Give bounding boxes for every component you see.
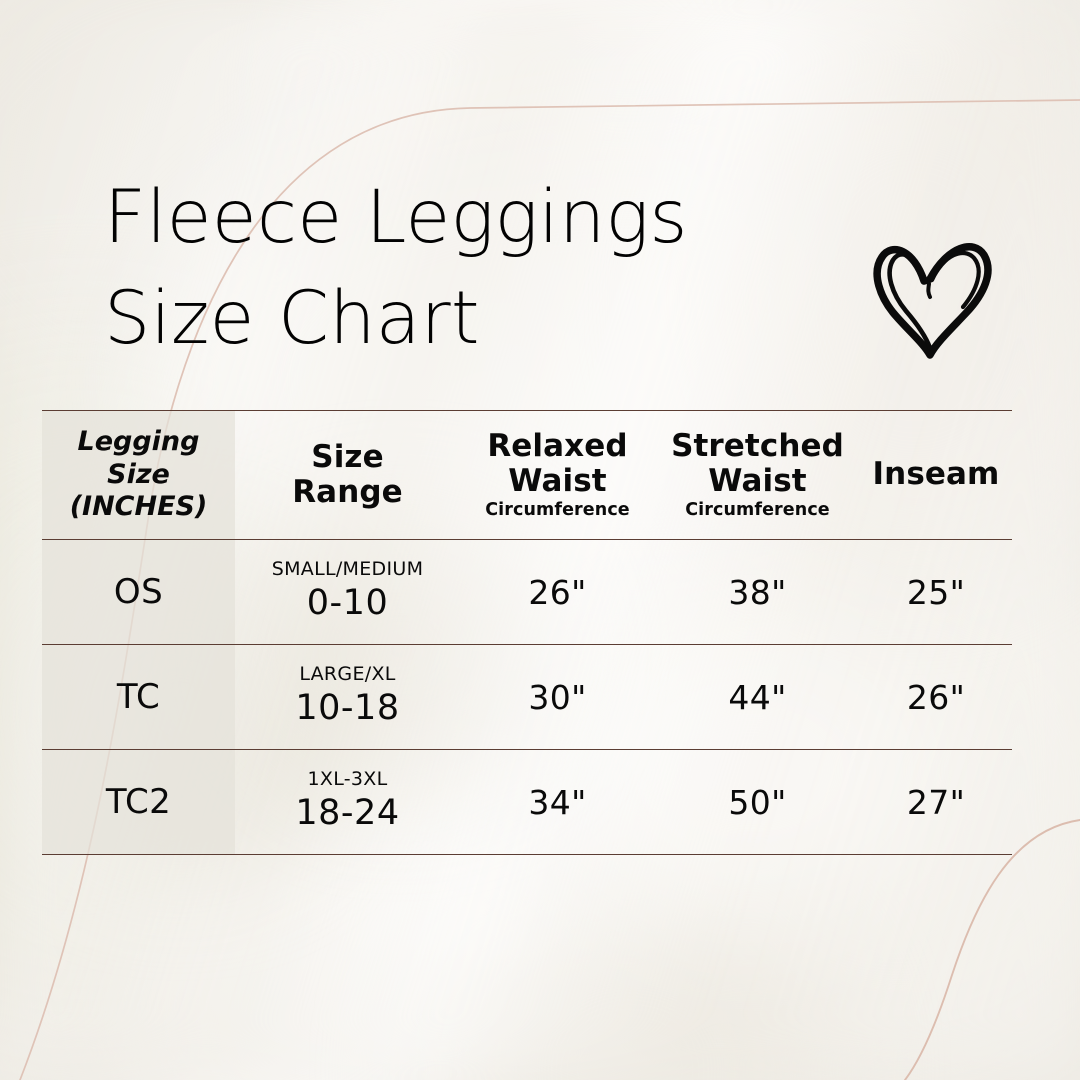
cell-size-range-label: SMALL/MEDIUM — [271, 557, 424, 580]
cell-inseam: 26" — [860, 644, 1012, 750]
cell-relaxed-waist: 34" — [460, 749, 655, 855]
cell-legging-size: TC2 — [42, 749, 235, 855]
size-chart-table: Legging Size (INCHES) Size Range Relaxed… — [42, 410, 1012, 855]
column-header-inseam-label: Inseam — [872, 456, 1000, 493]
cell-stretched-waist: 50" — [655, 749, 860, 855]
cell-size-range-value: 0-10 — [306, 582, 389, 623]
table-row: TC LARGE/XL 10-18 30" 44" 26" — [42, 644, 1012, 750]
cell-stretched-waist: 44" — [655, 644, 860, 750]
table-row: TC2 1XL-3XL 18-24 34" 50" 27" — [42, 749, 1012, 855]
column-header-size-range-label: Size Range — [292, 438, 403, 510]
column-header-legging-size-label: Legging Size (INCHES) — [69, 426, 208, 523]
cell-inseam: 27" — [860, 749, 1012, 855]
column-header-relaxed-waist-label: Relaxed Waist — [487, 427, 628, 499]
column-header-inseam: Inseam — [860, 410, 1012, 540]
column-header-stretched-waist-label: Stretched Waist — [671, 427, 844, 499]
cell-size-range-label: LARGE/XL — [299, 662, 396, 685]
column-header-relaxed-waist-sublabel: Circumference — [485, 500, 630, 521]
table-header-row: Legging Size (INCHES) Size Range Relaxed… — [42, 410, 1012, 540]
cell-relaxed-waist: 30" — [460, 644, 655, 750]
cell-size-range-label: 1XL-3XL — [307, 767, 388, 790]
cell-size-range: 1XL-3XL 18-24 — [235, 749, 460, 855]
page-title: Fleece Leggings Size Chart — [104, 175, 688, 361]
cell-inseam: 25" — [860, 539, 1012, 645]
table-row: OS SMALL/MEDIUM 0-10 26" 38" 25" — [42, 539, 1012, 645]
column-header-size-range: Size Range — [235, 410, 460, 540]
column-header-legging-size: Legging Size (INCHES) — [42, 410, 235, 540]
cell-legging-size: OS — [42, 539, 235, 645]
column-header-stretched-waist: Stretched Waist Circumference — [655, 410, 860, 540]
cell-size-range: SMALL/MEDIUM 0-10 — [235, 539, 460, 645]
heart-doodle-icon — [873, 243, 992, 359]
column-header-stretched-waist-sublabel: Circumference — [685, 500, 830, 521]
cell-legging-size: TC — [42, 644, 235, 750]
cell-size-range-value: 18-24 — [295, 792, 400, 833]
cell-size-range: LARGE/XL 10-18 — [235, 644, 460, 750]
column-header-relaxed-waist: Relaxed Waist Circumference — [460, 410, 655, 540]
cell-stretched-waist: 38" — [655, 539, 860, 645]
cell-relaxed-waist: 26" — [460, 539, 655, 645]
cell-size-range-value: 10-18 — [295, 687, 400, 728]
